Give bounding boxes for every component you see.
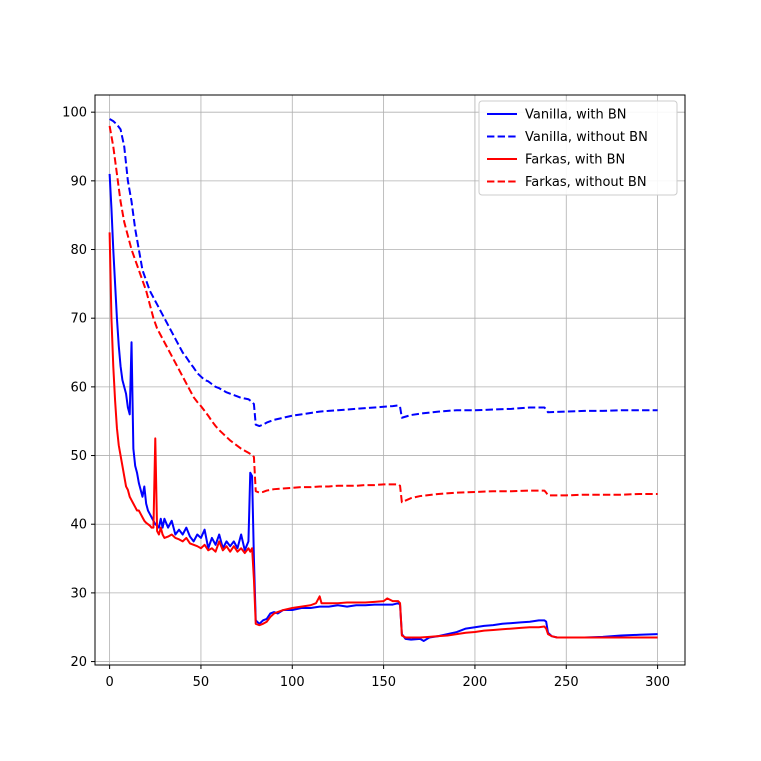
series-line-1 xyxy=(109,118,658,428)
legend-label-3: Farkas, without BN xyxy=(525,175,647,190)
legend: Vanilla, with BN Vanilla, without BN Farka… xyxy=(478,100,678,196)
x-tick-label-2: 100 xyxy=(280,675,305,690)
y-tick-label-3: 50 xyxy=(70,449,87,464)
legend-label-2: Farkas, with BN xyxy=(525,153,625,168)
x-tick-label-0: 0 xyxy=(105,675,113,690)
x-tick-label-4: 200 xyxy=(463,675,488,690)
y-tick-label-6: 80 xyxy=(70,243,87,258)
legend-label-0: Vanilla, with BN xyxy=(525,108,627,123)
series-line-0 xyxy=(108,173,658,642)
plot-frame xyxy=(94,94,686,666)
y-tick-label-7: 90 xyxy=(70,174,87,189)
x-tick-label-3: 150 xyxy=(371,675,396,690)
y-tick-label-5: 70 xyxy=(70,312,87,327)
x-tick-label-1: 50 xyxy=(193,675,210,690)
series-line-2 xyxy=(108,232,658,639)
axes: 0 50 100 150 200 250 300 20 30 40 50 60 70 80 90 100 xyxy=(62,94,686,690)
x-tick-label-5: 250 xyxy=(554,675,579,690)
y-tick-label-1: 30 xyxy=(70,586,87,601)
x-tick-label-6: 300 xyxy=(645,675,670,690)
y-tick-label-0: 20 xyxy=(70,655,87,670)
legend-box xyxy=(478,100,678,196)
y-tick-label-4: 60 xyxy=(70,380,87,395)
y-tick-label-2: 40 xyxy=(70,518,87,533)
series-line-3 xyxy=(108,125,658,504)
y-tick-label-8: 100 xyxy=(62,106,87,121)
series-lines xyxy=(108,118,658,642)
legend-label-1: Vanilla, without BN xyxy=(525,130,648,145)
